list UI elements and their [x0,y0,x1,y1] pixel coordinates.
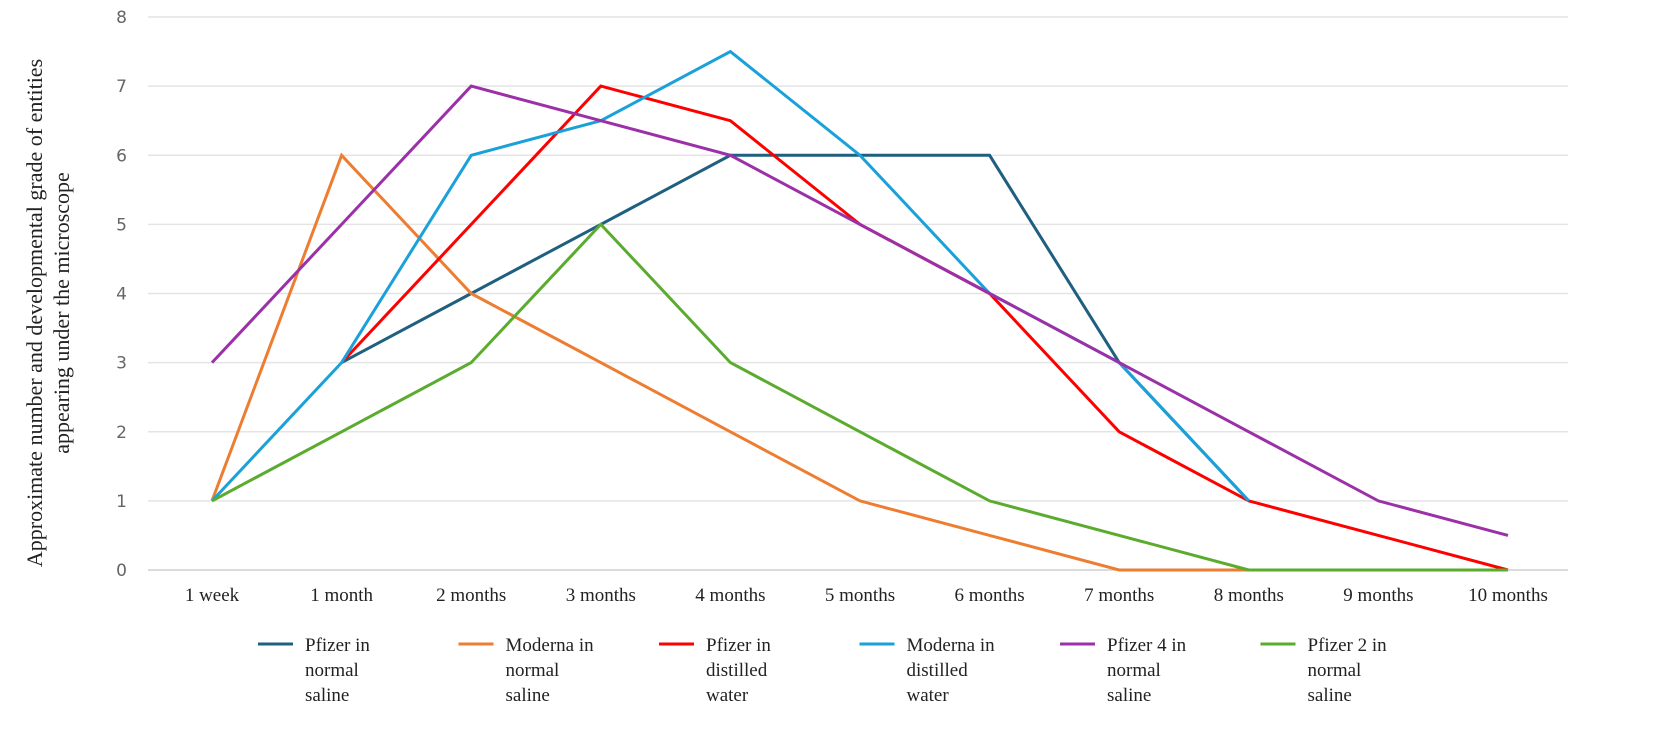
y-axis-title-line: Approximate number and developmental gra… [22,59,47,567]
y-tick-label: 4 [116,285,127,305]
x-tick-label: 3 months [566,585,636,606]
legend-label: Pfizer 2 in normal saline [1308,635,1388,706]
y-tick-label: 0 [116,561,127,581]
x-axis-ticks: 1 week 1 month 2 months 3 months 4 months 5 m… [185,585,1548,606]
legend-item: Pfizer 4 in normal saline [1060,635,1187,706]
y-axis-title: Approximate number and developmental gra… [22,59,74,567]
legend-label: Moderna in normal saline [506,635,595,706]
x-tick-label: 10 months [1468,585,1548,606]
legend-item: Pfizer 2 in normal saline [1260,635,1388,706]
x-tick-label: 8 months [1214,585,1284,606]
y-tick-label: 5 [116,215,127,235]
x-tick-label: 1 week [185,585,240,606]
x-tick-label: 7 months [1084,585,1154,606]
series-line-4 [210,49,1250,502]
y-tick-label: 3 [116,354,127,374]
legend-label: Moderna in distilled water [907,635,996,706]
y-tick-label: 8 [116,8,127,28]
legend-item: Pfizer in normal saline [258,635,370,706]
y-axis-ticks: 0 1 2 3 4 5 6 7 8 [116,8,127,581]
series-line-3 [340,84,1509,572]
legend: Pfizer in normal saline Moderna in normal sal… [258,635,1387,706]
x-tick-label: 1 month [310,585,373,606]
series-lines [210,49,1509,572]
x-tick-label: 4 months [695,585,765,606]
legend-item: Moderna in normal saline [458,635,595,706]
y-tick-label: 6 [116,146,127,166]
x-tick-label: 6 months [954,585,1024,606]
x-tick-label: 9 months [1343,585,1413,606]
legend-label: Pfizer 4 in normal saline [1107,635,1187,706]
series-line-1 [340,153,1250,502]
y-tick-label: 1 [116,492,127,512]
x-tick-label: 2 months [436,585,506,606]
legend-label: Pfizer in normal saline [305,635,370,706]
y-tick-label: 7 [116,77,127,97]
x-tick-label: 5 months [825,585,895,606]
legend-label: Pfizer in distilled water [706,635,771,706]
y-tick-label: 2 [116,423,127,443]
legend-item: Moderna in distilled water [859,635,996,706]
series-line-6 [211,222,1508,572]
legend-item: Pfizer in distilled water [659,635,771,706]
y-axis-title-line: appearing under the microscope [49,172,74,454]
series-line-5 [210,84,1509,537]
